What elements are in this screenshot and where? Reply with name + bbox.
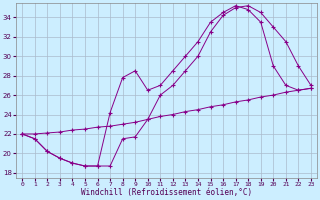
X-axis label: Windchill (Refroidissement éolien,°C): Windchill (Refroidissement éolien,°C): [81, 188, 252, 197]
